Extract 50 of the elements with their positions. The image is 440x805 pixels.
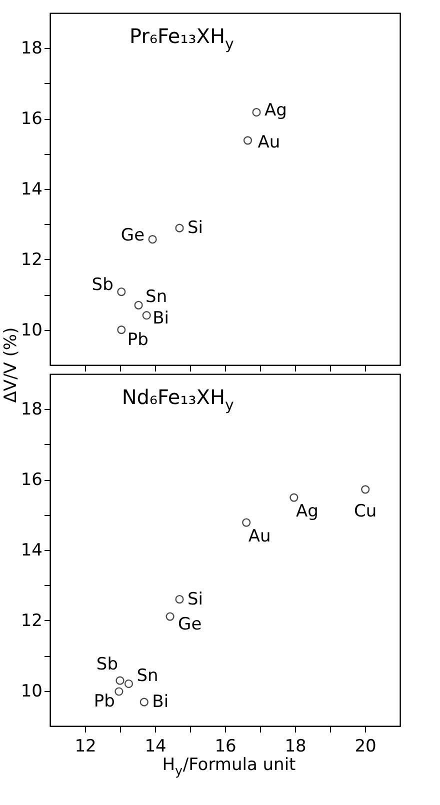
point: [117, 326, 126, 334]
annotation: Ge: [120, 225, 145, 246]
point: [242, 518, 251, 527]
annotation: Cu: [354, 501, 377, 522]
y-tick-label: 12: [20, 250, 42, 270]
annotation: Si: [188, 218, 204, 238]
annotation: Ag: [264, 100, 287, 120]
point: [140, 698, 148, 706]
y-tick-label: 18: [20, 400, 42, 420]
annotation: Bi: [152, 308, 169, 328]
annotation: Au: [248, 526, 271, 547]
point: [148, 235, 157, 244]
point: [361, 485, 370, 494]
point: [252, 108, 261, 117]
point: [114, 687, 124, 696]
x-tick-label: 18: [284, 736, 306, 756]
point: [166, 612, 174, 621]
annotation: Pb: [127, 330, 148, 350]
x-tick-label: 16: [214, 736, 236, 756]
x-tick-label: 20: [354, 736, 376, 756]
annotation: Sn: [146, 287, 168, 308]
y-tick-label: 12: [20, 610, 42, 631]
point: [175, 224, 184, 232]
x-tick-label: 14: [144, 736, 166, 756]
y-tick-label: 16: [20, 470, 42, 490]
point: [134, 300, 143, 310]
point: [117, 287, 126, 296]
point: [116, 676, 124, 685]
point: [175, 594, 184, 604]
y-tick-label: 14: [20, 180, 42, 200]
annotation: Si: [188, 589, 204, 610]
annotation: Sb: [92, 274, 114, 295]
y-tick-label: 10: [20, 681, 42, 702]
annotation: Sb: [96, 654, 118, 675]
point: [290, 493, 298, 502]
annotation: Bi: [152, 692, 169, 712]
y-tick-label: 10: [20, 320, 42, 340]
annotation: Ag: [296, 502, 318, 522]
point: [142, 311, 151, 320]
annotation: Sn: [136, 666, 158, 686]
annotation: Pb: [94, 692, 115, 712]
annotation: Ge: [178, 614, 202, 635]
y-tick-label: 18: [20, 38, 42, 59]
y-axis-title: ΔV/V (%): [1, 327, 21, 403]
y-tick-label: 14: [20, 540, 42, 560]
point: [124, 679, 134, 688]
x-tick-label: 12: [74, 736, 96, 756]
annotation: Au: [258, 132, 280, 152]
point: [243, 136, 252, 145]
y-tick-label: 16: [20, 109, 42, 130]
